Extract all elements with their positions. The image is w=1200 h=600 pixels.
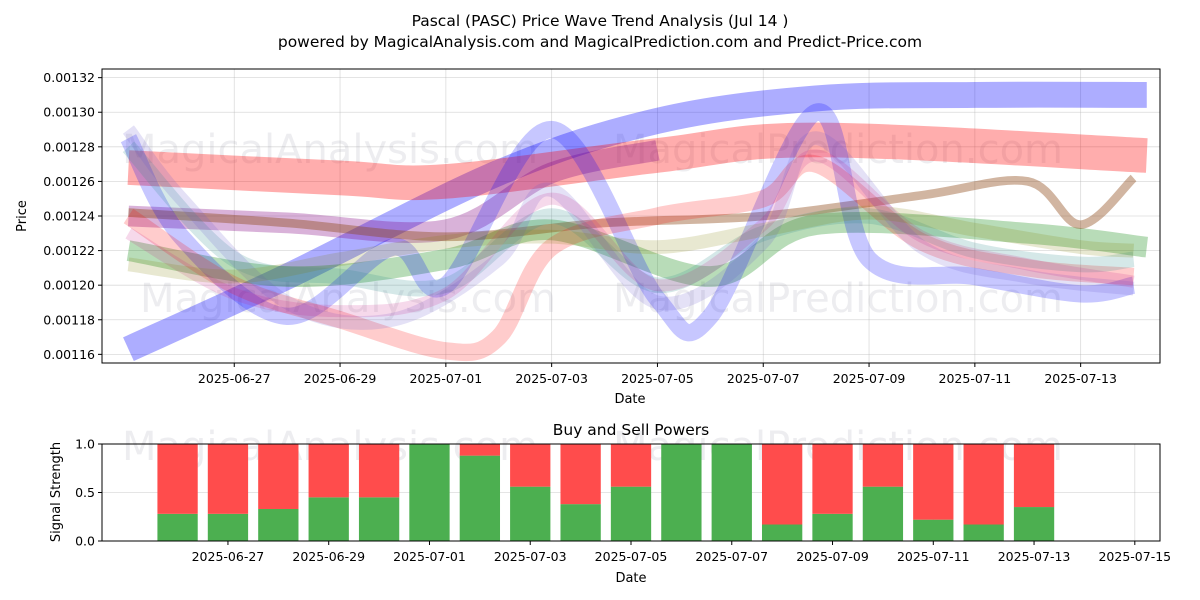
price-ytick-label: 0.00126: [43, 174, 95, 189]
price-wave-band: [125, 149, 1135, 318]
buy-power-bar: [409, 444, 450, 541]
buy-power-bar: [711, 444, 752, 541]
power-bars: [157, 444, 1055, 541]
price-xtick-label: 2025-07-03: [515, 371, 588, 386]
price-ytick-label: 0.00118: [43, 312, 95, 327]
sell-power-bar: [812, 444, 853, 514]
price-chart: MagicalAnalysis.com MagicalPrediction.co…: [15, 68, 1161, 407]
price-ticks: 0.00116 0.00118 0.00120 0.00122 0.00124 0.001…: [43, 70, 1117, 386]
buy-power-bar: [358, 497, 400, 541]
price-wave-band: [123, 81, 1147, 361]
price-y-label: Price: [15, 200, 30, 232]
buy-power-bar: [207, 513, 249, 541]
price-xtick-label: 2025-07-05: [621, 371, 694, 386]
buy-power-bar: [1013, 507, 1055, 541]
sell-power-bar: [308, 444, 349, 498]
power-xtick-label: 2025-06-27: [192, 549, 265, 564]
buy-power-bar: [812, 513, 853, 541]
watermark-top-left: MagicalAnalysis.com: [122, 127, 538, 173]
power-xtick-label: 2025-07-03: [494, 549, 567, 564]
sell-power-bar: [207, 444, 249, 514]
sell-power-bar: [459, 444, 501, 456]
power-xtick-label: 2025-07-05: [595, 549, 668, 564]
power-xtick-label: 2025-07-13: [998, 549, 1071, 564]
price-xtick-label: 2025-06-27: [198, 371, 271, 386]
price-ytick-label: 0.00122: [43, 243, 95, 258]
price-wave-band: [122, 141, 1135, 297]
buy-power-bar: [510, 486, 551, 541]
sell-power-bar: [610, 444, 652, 487]
price-ytick-label: 0.00124: [43, 209, 95, 224]
sell-power-bar: [358, 444, 400, 498]
price-xtick-label: 2025-07-13: [1044, 371, 1117, 386]
buy-power-bar: [661, 444, 702, 541]
power-xtick-label: 2025-07-11: [897, 549, 970, 564]
power-ticks: 0.0 0.5 1.0 2025-06-27 2025-06-29 2025-07-01 2…: [75, 437, 1171, 565]
power-chart-title: Buy and Sell Powers: [553, 421, 710, 439]
power-xtick-label: 2025-06-29: [292, 549, 365, 564]
buy-power-bar: [157, 513, 198, 541]
sell-power-bar: [1013, 444, 1055, 508]
watermark-bottom-right: MagicalPrediction.com: [613, 276, 1063, 322]
buy-power-bar: [459, 455, 501, 541]
price-wave-band: [123, 154, 1135, 362]
power-xtick-label: 2025-07-07: [695, 549, 768, 564]
buy-power-bar: [560, 504, 601, 541]
price-ytick-label: 0.00130: [43, 105, 95, 120]
price-ytick-label: 0.00132: [43, 70, 95, 85]
watermark-top-right: MagicalPrediction.com: [613, 127, 1063, 173]
buy-power-bar: [761, 524, 803, 541]
price-xtick-label: 2025-07-01: [410, 371, 483, 386]
price-wave-band: [127, 140, 660, 243]
price-ytick-label: 0.00128: [43, 139, 95, 154]
sell-power-bar: [560, 444, 601, 505]
price-xtick-label: 2025-06-29: [304, 371, 377, 386]
power-ytick-label: 0.0: [75, 534, 95, 549]
buy-power-bar: [610, 486, 652, 541]
price-wave-band: [126, 212, 1149, 288]
sell-power-bar: [913, 444, 954, 520]
buy-power-bar: [862, 486, 904, 541]
price-grid: [102, 69, 1160, 363]
sell-power-bar: [510, 444, 551, 487]
sell-power-bar: [258, 444, 299, 509]
power-x-label: Date: [615, 571, 646, 586]
price-ytick-label: 0.00116: [43, 347, 95, 362]
price-wave-band: [128, 174, 1137, 242]
watermark-bottom-left: MagicalAnalysis.com: [140, 276, 556, 322]
sell-power-bar: [761, 444, 803, 525]
price-xtick-label: 2025-07-09: [833, 371, 906, 386]
price-x-label: Date: [614, 392, 645, 407]
buy-power-bar: [913, 519, 954, 541]
price-ytick-label: 0.00120: [43, 278, 95, 293]
power-xtick-label: 2025-07-01: [393, 549, 466, 564]
sell-power-bar: [963, 444, 1004, 525]
sell-power-bar: [862, 444, 904, 487]
power-xtick-label: 2025-07-09: [796, 549, 869, 564]
sell-power-bar: [157, 444, 198, 514]
price-xtick-label: 2025-07-07: [727, 371, 800, 386]
price-xtick-label: 2025-07-11: [939, 371, 1012, 386]
buy-power-bar: [308, 497, 349, 541]
power-ytick-label: 0.5: [75, 485, 95, 500]
buy-power-bar: [963, 524, 1004, 541]
chart-subtitle: powered by MagicalAnalysis.com and Magic…: [278, 33, 922, 51]
power-ytick-label: 1.0: [75, 437, 95, 452]
power-y-label: Signal Strength: [49, 442, 64, 542]
price-wave-band: [120, 103, 1136, 342]
price-wave-band: [127, 205, 1134, 284]
price-wave-band: [127, 122, 1148, 201]
buy-power-bar: [258, 508, 299, 541]
chart-title: Pascal (PASC) Price Wave Trend Analysis …: [412, 12, 789, 30]
price-series: [120, 81, 1149, 362]
price-wave-band: [122, 125, 1135, 330]
power-chart: Buy and Sell Powers MagicalAnalysis.com …: [49, 421, 1171, 586]
power-xtick-label: 2025-07-15: [1098, 549, 1171, 564]
